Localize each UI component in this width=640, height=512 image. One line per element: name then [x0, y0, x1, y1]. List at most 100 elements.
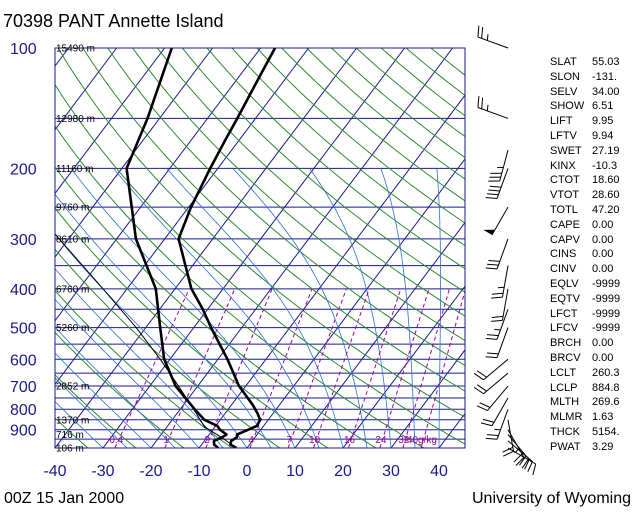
index-key: EQTV: [550, 292, 580, 305]
moist-adiabat: [55, 377, 128, 448]
moist-adiabat: [55, 193, 272, 448]
mixing-ratio-label: 7: [286, 435, 292, 446]
isotherm: [55, 48, 262, 322]
isotherm: [150, 48, 454, 448]
pressure-tick-label: 100: [10, 41, 37, 58]
mixing-ratio-line: [205, 288, 273, 448]
index-row: PWAT 3.29: [550, 440, 620, 455]
dry-adiabat: [57, 48, 465, 418]
moist-adiabat: [55, 298, 200, 448]
height-label: 1370 m: [56, 415, 89, 426]
height-label: 11160 m: [56, 164, 93, 175]
parcel-profile: [55, 232, 237, 448]
moist-adiabat: [113, 168, 320, 448]
mixing-ratio-line: [164, 288, 236, 448]
height-label: 5260 m: [56, 323, 89, 334]
index-row: BRCH 0.00: [550, 336, 620, 351]
temperature-tick-label: -30: [91, 463, 114, 480]
moist-adiabat: [55, 233, 248, 448]
moist-adiabat: [55, 352, 152, 448]
index-row: CINV 0.00: [550, 262, 620, 277]
index-key: EQLV: [550, 277, 579, 290]
index-key: SLAT: [550, 56, 577, 68]
index-value: 47.20: [592, 203, 620, 216]
moist-adiabat: [166, 168, 344, 448]
index-row: LCLT 260.3: [550, 366, 620, 381]
dry-adiabat: [157, 48, 465, 317]
pressure-tick-label: 300: [10, 232, 37, 249]
wind-barb: [491, 288, 509, 322]
index-value: 34.00: [592, 85, 620, 98]
index-row: CINS 0.00: [550, 247, 620, 262]
height-label: 9760 m: [56, 203, 89, 214]
observation-time: 00Z 15 Jan 2000: [4, 490, 125, 507]
index-value: 5154.: [592, 425, 620, 438]
index-key: VTOT: [550, 189, 580, 202]
pressure-tick-label: 700: [10, 379, 37, 396]
dry-adiabat: [55, 125, 425, 448]
temperature-tick-label: 40: [430, 463, 448, 480]
mixing-ratio-label: 4: [248, 435, 254, 446]
dry-adiabat: [55, 207, 329, 448]
wind-barb: [483, 206, 509, 236]
height-label: 106 m: [56, 444, 84, 455]
index-row: EQTV -9999: [550, 292, 620, 307]
index-key: MLTH: [550, 396, 580, 409]
index-row: LFCV -9999: [550, 321, 620, 336]
index-value: -131.: [592, 70, 618, 83]
index-row: KINX -10.3: [550, 159, 620, 174]
dry-adiabat: [55, 248, 281, 448]
index-row: SHOW 6.51: [550, 99, 620, 114]
dry-adiabat: [231, 48, 465, 247]
wind-barb: [485, 168, 509, 199]
index-row: LFTV 9.94: [550, 129, 620, 144]
pressure-tick-label: 900: [10, 423, 37, 440]
index-row: SLON -131.: [550, 70, 620, 85]
mixing-ratio-label: 16: [344, 435, 356, 446]
index-key: CAPV: [550, 233, 580, 246]
moist-adiabat: [232, 168, 368, 448]
moist-adiabat: [380, 168, 416, 448]
wind-barb: [477, 96, 509, 119]
index-value: 884.8: [592, 381, 620, 394]
index-key: LFCT: [550, 307, 578, 320]
index-value: -9999: [592, 277, 621, 290]
wind-barb: [480, 397, 509, 427]
mixing-ratio-label: 10: [309, 435, 321, 446]
index-row: LIFT 9.95: [550, 114, 620, 129]
isotherm: [102, 48, 406, 448]
temperature-tick-label: -10: [187, 463, 210, 480]
mixing-ratio-label: 0.4: [109, 435, 123, 446]
index-key: LIFT: [550, 115, 573, 128]
index-value: 9.94: [592, 129, 614, 142]
moist-adiabat: [309, 168, 392, 448]
index-value: -10.3: [592, 159, 618, 172]
index-key: BRCH: [550, 337, 582, 350]
index-key: MLMR: [550, 411, 583, 424]
index-key: LFCV: [550, 322, 579, 335]
isotherm: [246, 158, 465, 448]
index-row: CTOT 18.60: [550, 173, 620, 188]
pressure-tick-label: 200: [10, 161, 37, 178]
index-row: EQLV -9999: [550, 277, 620, 292]
dry-adiabat: [181, 48, 465, 293]
plot-frame: [54, 47, 466, 449]
pressure-tick-label: 800: [10, 402, 37, 419]
moist-adiabat: [70, 168, 296, 448]
mixing-ratio-label: 1: [163, 435, 169, 446]
index-value: 0.00: [592, 233, 614, 246]
index-value: 260.3: [592, 366, 620, 379]
dry-adiabat: [82, 48, 465, 392]
index-value: -9999: [592, 322, 621, 335]
temperature-tick-label: 0: [243, 463, 252, 480]
index-row: MLMR 1.63: [550, 410, 620, 425]
isotherm: [55, 48, 214, 258]
index-key: CINS: [550, 248, 577, 261]
wind-barb: [507, 447, 537, 476]
isotherm: [55, 48, 358, 448]
dry-adiabat: [55, 83, 465, 445]
dry-adiabat: [107, 48, 465, 367]
wind-barb: [477, 25, 509, 49]
height-label: 6760 m: [56, 284, 89, 295]
index-value: 0.00: [592, 351, 614, 364]
